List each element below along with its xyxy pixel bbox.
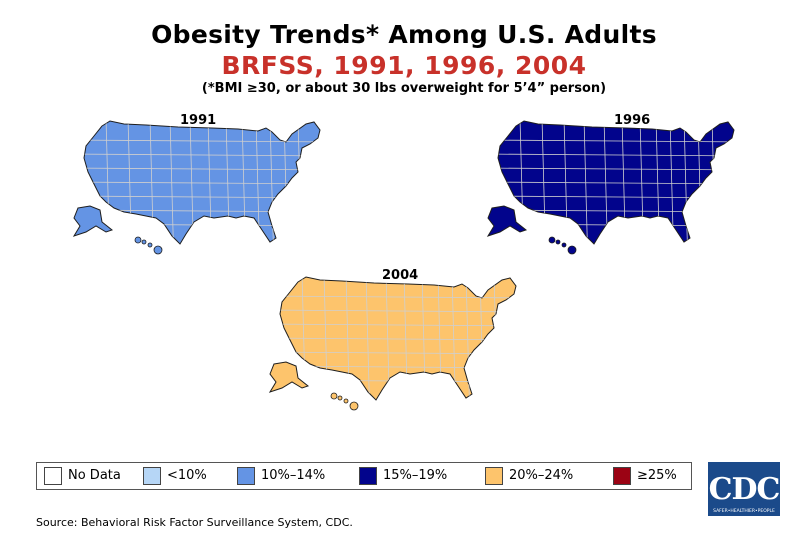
- map-year-label-2004: 2004: [382, 268, 419, 283]
- legend-label: 15%–19%: [383, 468, 448, 483]
- hawaii-island: [343, 398, 349, 404]
- map-year-label-1991: 1991: [180, 113, 217, 128]
- legend-swatch: [143, 467, 161, 485]
- bmi-footnote: (*BMI ≥30, or about 30 lbs overweight fo…: [201, 81, 607, 96]
- hawaii-island: [561, 242, 567, 248]
- legend-label: 20%–24%: [509, 468, 574, 483]
- us-states-fill: [83, 120, 321, 245]
- legend-swatch: [485, 467, 503, 485]
- legend-label: 10%–14%: [261, 468, 326, 483]
- hawaii-island: [548, 236, 556, 244]
- cdc-logo: CDC SAFER•HEALTHIER•PEOPLE: [708, 462, 781, 516]
- map-year-label-1996: 1996: [614, 113, 651, 128]
- hawaii-island: [153, 245, 163, 255]
- map-2004: [262, 274, 532, 424]
- alaska-shape: [268, 361, 310, 393]
- svg-text:CDC: CDC: [709, 472, 780, 507]
- legend-swatch: [359, 467, 377, 485]
- alaska-shape: [486, 205, 528, 237]
- hawaii-island: [330, 392, 338, 400]
- legend-label: <10%: [167, 468, 207, 483]
- source-note: Source: Behavioral Risk Factor Surveilla…: [36, 516, 353, 529]
- legend-label: ≥25%: [637, 468, 677, 483]
- hawaii-island: [349, 401, 359, 411]
- legend: No Data <10% 10%–14% 15%–19% 20%–24% ≥25…: [36, 462, 692, 490]
- hawaii-island: [134, 236, 142, 244]
- hawaii-island: [337, 395, 343, 401]
- alaska-shape: [72, 205, 114, 237]
- us-states-fill: [497, 120, 735, 245]
- chart-title: Obesity Trends* Among U.S. Adults: [151, 20, 657, 49]
- chart-subtitle: BRFSS, 1991, 1996, 2004: [221, 51, 587, 80]
- us-states-fill: [279, 276, 517, 401]
- map-1991: [66, 118, 336, 268]
- map-1996: [480, 118, 750, 268]
- legend-swatch: [237, 467, 255, 485]
- hawaii-island: [141, 239, 147, 245]
- legend-swatch: [613, 467, 631, 485]
- legend-swatch: [44, 467, 62, 485]
- hawaii-island: [147, 242, 153, 248]
- hawaii-island: [567, 245, 577, 255]
- legend-label: No Data: [68, 468, 121, 483]
- svg-text:SAFER•HEALTHIER•PEOPLE: SAFER•HEALTHIER•PEOPLE: [713, 508, 775, 514]
- hawaii-island: [555, 239, 561, 245]
